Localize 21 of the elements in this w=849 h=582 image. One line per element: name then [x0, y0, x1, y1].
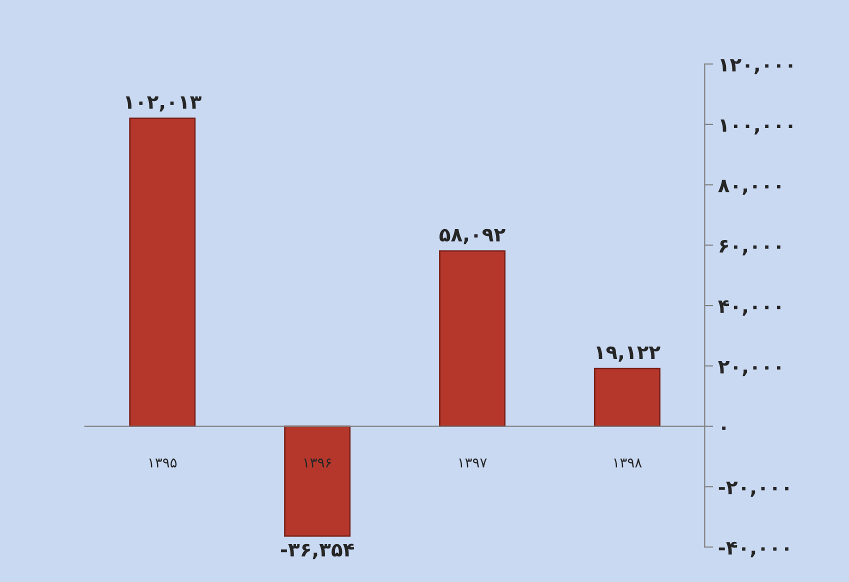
y-tick-label: ۴۰,۰۰۰ [718, 300, 780, 316]
bar [439, 250, 506, 428]
y-tick-label: ۰ [722, 426, 726, 430]
y-tick-label: ۶۰,۰۰۰ [720, 240, 780, 256]
bar [594, 368, 660, 428]
data-label: -۳۶,۳۵۴ [280, 544, 354, 560]
x-tick-label: ۱۳۹۵ [149, 458, 177, 468]
y-tick-label: -۲۰,۰۰۰ [718, 482, 788, 497]
bar [284, 426, 351, 537]
y-tick-label: ۱۰۰,۰۰۰ [720, 119, 792, 135]
x-tick-label: ۱۳۹۶ [304, 458, 331, 468]
x-tick-label: ۱۳۹۷ [459, 458, 487, 468]
y-tick-label: ۲۰,۰۰۰ [718, 360, 780, 376]
y-tick-label: -۴۰,۰۰۰ [718, 542, 788, 558]
data-label: ۵۸,۰۹۲ [439, 228, 506, 244]
bar [129, 118, 196, 428]
data-label: ۱۰۲,۰۱۳ [126, 96, 202, 112]
y-tick-label: ۸۰,۰۰۰ [718, 180, 780, 195]
data-label: ۱۹,۱۲۲ [596, 346, 660, 362]
y-tick-label: ۱۲۰,۰۰۰ [720, 59, 792, 74]
x-tick-label: ۱۳۹۸ [614, 458, 642, 468]
